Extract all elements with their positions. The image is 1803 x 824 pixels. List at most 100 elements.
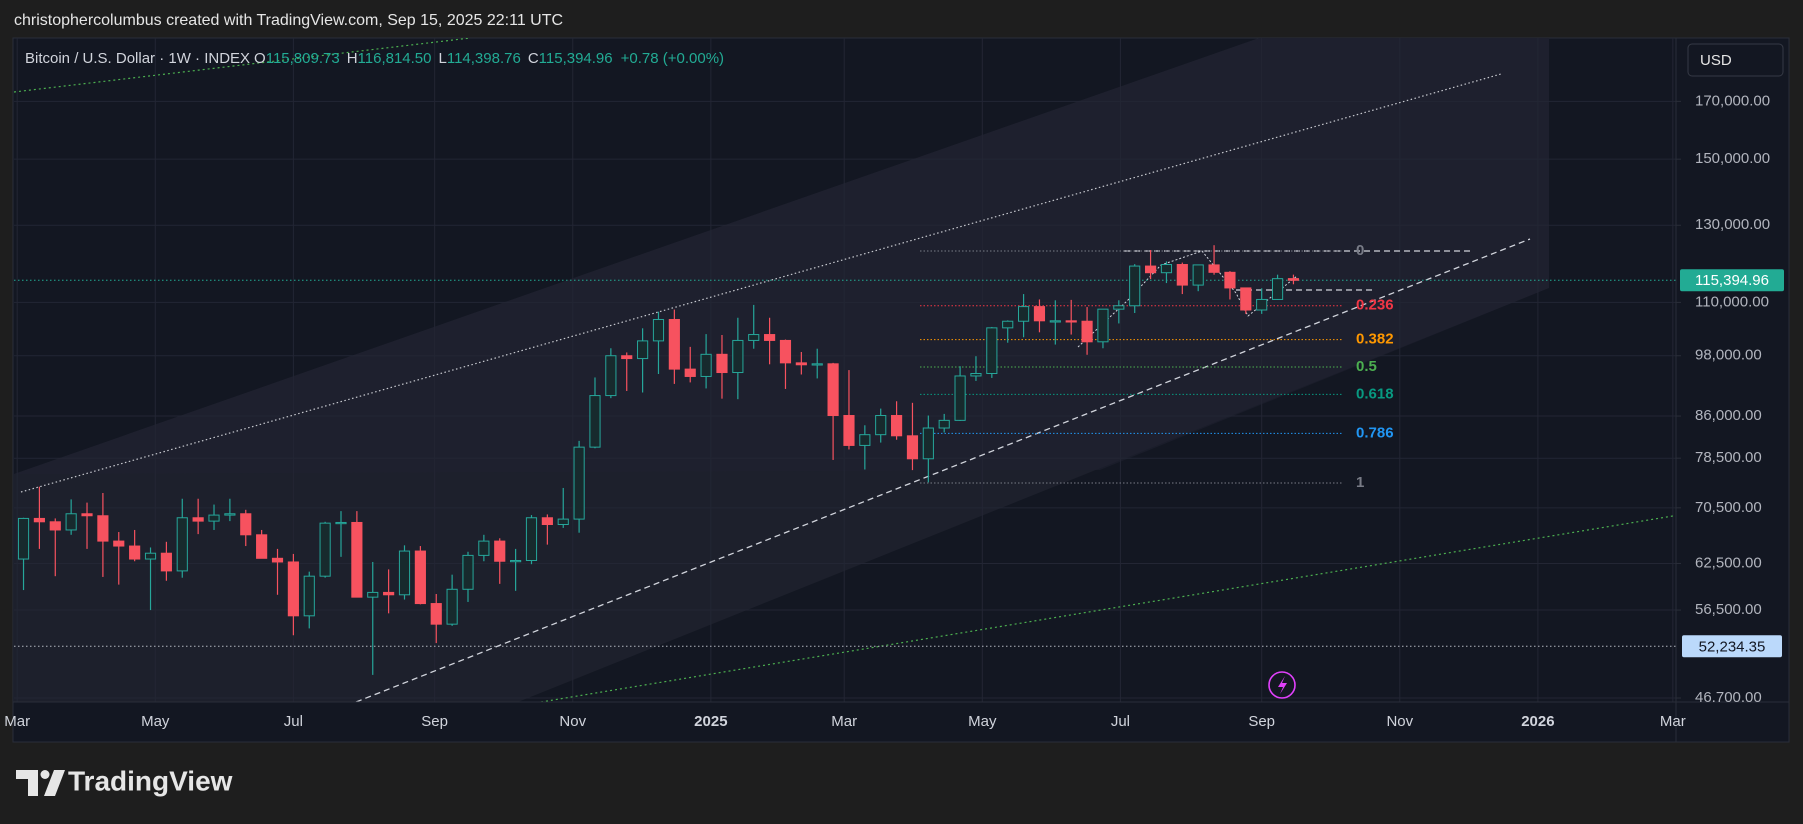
pane: 0 0.236 0.382 0.5 0.618 0.786 1 bbox=[14, 38, 1676, 702]
candle-body bbox=[1160, 264, 1173, 274]
last-price-label: 115,394.96 bbox=[1695, 272, 1769, 289]
candle-body bbox=[208, 514, 220, 522]
channel-band-upper bbox=[14, 38, 1549, 474]
legend-value: 114,398.76 bbox=[447, 50, 521, 67]
x-tick-label: Mar bbox=[831, 713, 857, 730]
candle-body bbox=[1224, 271, 1236, 289]
y-tick-label: 98,000.00 bbox=[1695, 347, 1762, 364]
candle-body bbox=[1065, 320, 1077, 323]
brand-name: TradingView bbox=[68, 765, 233, 796]
legend-value: 115,394.96 bbox=[539, 50, 613, 67]
price-lines bbox=[14, 279, 1676, 647]
x-tick-label: Sep bbox=[1248, 713, 1275, 730]
outer-channel-top bbox=[14, 38, 471, 93]
candle-body bbox=[256, 534, 268, 559]
legend-key: C bbox=[528, 50, 539, 67]
grid bbox=[14, 38, 1676, 702]
candle-body bbox=[605, 355, 617, 397]
legend-key: H bbox=[347, 50, 358, 67]
candle-body bbox=[335, 521, 347, 525]
legend-key: L bbox=[439, 50, 447, 67]
candle-body bbox=[700, 353, 712, 377]
candle-body bbox=[1271, 278, 1284, 300]
candle-body bbox=[351, 521, 363, 598]
candle-body bbox=[668, 318, 680, 370]
candle-body bbox=[414, 550, 426, 605]
legend-value: 116,814.50 bbox=[358, 50, 432, 67]
candle-body bbox=[652, 318, 665, 342]
candle-body bbox=[240, 513, 252, 536]
x-tick-label: Mar bbox=[1660, 713, 1686, 730]
y-tick-label: 86,000.00 bbox=[1695, 407, 1762, 424]
legend-value: 115,809.73 bbox=[266, 50, 340, 67]
x-tick-label: Jul bbox=[284, 713, 303, 730]
y-tick-label: 150,000.00 bbox=[1695, 150, 1770, 167]
candle-body bbox=[795, 362, 807, 366]
symbol: Bitcoin / U.S. Dollar · 1W · INDEX bbox=[25, 50, 250, 67]
candle-body bbox=[398, 550, 411, 596]
logo-dot bbox=[40, 770, 50, 779]
candle-body bbox=[1208, 264, 1220, 273]
candle-body bbox=[271, 557, 284, 563]
alert-icon[interactable] bbox=[1268, 671, 1296, 699]
candle-body bbox=[637, 340, 649, 360]
fib-label: 0.5 bbox=[1356, 358, 1377, 375]
candle-body bbox=[716, 353, 728, 374]
candle-body bbox=[510, 560, 522, 563]
x-tick-label: May bbox=[141, 713, 170, 730]
candle-body bbox=[827, 363, 839, 417]
candle-body bbox=[970, 373, 982, 377]
x-tick-label: 2026 bbox=[1521, 713, 1554, 730]
candle-body bbox=[859, 434, 871, 446]
candle-body bbox=[97, 515, 109, 542]
y-tick-label: 62,500.00 bbox=[1695, 554, 1762, 571]
candles bbox=[17, 245, 1300, 675]
attribution: christophercolumbus created with Trading… bbox=[14, 12, 563, 29]
candle-body bbox=[779, 339, 792, 364]
fib-label: 0.786 bbox=[1356, 424, 1394, 441]
candle-body bbox=[160, 552, 172, 572]
price-line-box bbox=[1682, 635, 1782, 658]
candle-body bbox=[192, 517, 204, 522]
candle-body bbox=[1002, 320, 1014, 329]
candle-body bbox=[541, 517, 553, 526]
outer-channel-bottom bbox=[540, 514, 1676, 702]
brand-logo: TradingView bbox=[16, 765, 233, 796]
candle-body bbox=[1144, 265, 1157, 274]
legend-change: +0.78 (+0.00%) bbox=[621, 50, 724, 67]
price-line-label: 52,234.35 bbox=[1699, 638, 1766, 655]
candle-body bbox=[557, 518, 569, 526]
candle-body bbox=[17, 517, 30, 560]
candle-body bbox=[49, 521, 61, 531]
price-axis: 46,700.00 56,500.00 62,500.00 70,500.00 78,5… bbox=[1676, 92, 1784, 702]
candle-body bbox=[176, 517, 188, 572]
candle-body bbox=[748, 334, 760, 341]
candle-body bbox=[906, 435, 919, 460]
candle-body bbox=[430, 603, 442, 625]
candle-body bbox=[811, 363, 823, 366]
x-tick-label: 2025 bbox=[694, 713, 727, 730]
x-tick-label: Sep bbox=[421, 713, 448, 730]
y-tick-label: 110,000.00 bbox=[1695, 293, 1769, 310]
last-price-box bbox=[1680, 269, 1784, 292]
candle-body bbox=[319, 522, 331, 577]
candle-body bbox=[986, 327, 998, 375]
candle-body bbox=[65, 513, 77, 531]
candle-body bbox=[367, 591, 379, 598]
candle-body bbox=[843, 415, 855, 446]
x-tick-label: Nov bbox=[1386, 713, 1413, 730]
candle-body bbox=[494, 540, 506, 562]
candle-body bbox=[129, 545, 141, 560]
candle-body bbox=[81, 513, 93, 517]
candle-body bbox=[287, 561, 299, 617]
y-tick-label: 130,000.00 bbox=[1695, 216, 1770, 233]
candle-body bbox=[1049, 320, 1061, 323]
candle-body bbox=[1256, 298, 1268, 311]
currency-button[interactable] bbox=[1687, 43, 1784, 77]
fib-label: 0.618 bbox=[1356, 385, 1394, 402]
candle-body bbox=[732, 339, 744, 374]
candle-body bbox=[525, 517, 538, 562]
candle-body bbox=[33, 517, 45, 523]
wave-drawing bbox=[1077, 250, 1298, 348]
